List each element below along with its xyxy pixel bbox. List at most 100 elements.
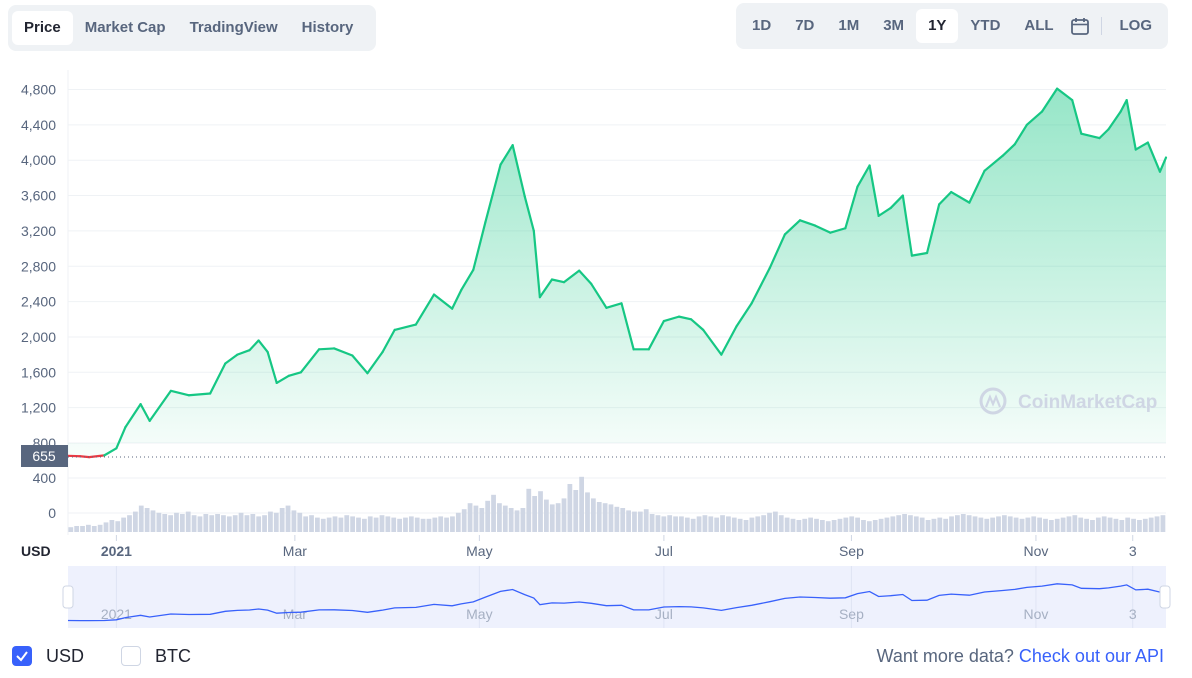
volume-bar [796, 520, 802, 532]
volume-bar [1072, 515, 1078, 532]
x-tick-label: Mar [283, 543, 307, 559]
price-line-segment [605, 302, 623, 309]
volume-bar [174, 512, 179, 532]
navigator-right-handle[interactable] [1159, 585, 1171, 609]
volume-bar [350, 516, 356, 532]
price-line-segment [1146, 141, 1162, 173]
price-line-segment [351, 354, 369, 375]
price-line-segment [1158, 156, 1168, 173]
current-price-tag-bg [21, 445, 68, 467]
volume-bar [896, 515, 902, 532]
volume-bar [949, 516, 954, 532]
price-line-segment [968, 169, 986, 204]
range-3m[interactable]: 3M [883, 17, 905, 34]
volume-bar [279, 508, 285, 532]
volume-bar [232, 515, 238, 532]
price-line-segment [910, 251, 929, 257]
price-line-segment [1071, 99, 1083, 135]
volume-bar [778, 515, 784, 532]
tab-price[interactable]: Price [12, 11, 73, 45]
range-7d[interactable]: 7D [795, 17, 815, 34]
volume-bar [132, 511, 138, 532]
volume-bar [919, 517, 925, 532]
volume-bar [315, 517, 320, 532]
volume-bar [843, 517, 849, 532]
range-1y[interactable]: 1Y [916, 9, 959, 43]
volume-bar [185, 511, 191, 532]
navigator-tick-label: Mar [283, 606, 307, 622]
volume-bar [661, 516, 667, 532]
volume-bar [1007, 516, 1013, 532]
log-scale-button[interactable]: LOG [1119, 17, 1153, 34]
volume-bar [567, 484, 573, 532]
calendar-button[interactable] [1066, 9, 1095, 43]
x-tick-label: 2021 [101, 543, 132, 559]
price-line-segment [148, 389, 172, 423]
range-navigator[interactable]: 2021 Mar May Jul Sep Nov 3 [62, 566, 1171, 628]
volume-bar [925, 520, 931, 532]
volume-bar [996, 516, 1001, 532]
price-line-segment [562, 269, 581, 284]
navigator-tick-label: Sep [839, 606, 864, 622]
price-line-segment [511, 144, 526, 198]
volume-bar [1142, 518, 1148, 532]
price-line-segment [889, 194, 904, 210]
volume-bar [1160, 515, 1166, 532]
range-1m[interactable]: 1M [838, 17, 860, 34]
api-link[interactable]: Check out our API [1018, 645, 1164, 666]
price-line-segment [578, 269, 593, 286]
volume-bar [990, 517, 996, 532]
y-tick-label: 3,600 [21, 188, 56, 204]
coinmarketcap-logo-icon [979, 387, 1007, 415]
volume-bar [878, 518, 884, 532]
tab-tradingview[interactable]: TradingView [189, 19, 278, 36]
btc-checkbox[interactable] [121, 646, 141, 666]
price-line-segment [236, 349, 251, 356]
volume-bar [491, 494, 496, 532]
volume-bar [408, 516, 414, 532]
volume-bar [420, 518, 426, 532]
volume-bar [708, 516, 714, 532]
price-line-segment [1025, 110, 1044, 126]
price-line-segment [88, 454, 106, 459]
navigator-tick-label: Jul [655, 606, 673, 622]
price-line-segment [317, 347, 336, 351]
volume-bar [226, 516, 232, 532]
range-all[interactable]: ALL [1024, 17, 1054, 34]
usd-toggle[interactable]: USD [12, 645, 84, 667]
volume-bar [68, 527, 74, 532]
volume-bar [1090, 520, 1095, 532]
volume-bar [579, 476, 585, 532]
btc-toggle[interactable]: BTC [121, 645, 191, 667]
volume-bar [438, 516, 444, 532]
tab-history[interactable]: History [301, 19, 354, 36]
tab-market-cap[interactable]: Market Cap [84, 19, 166, 36]
volume-bar [555, 503, 561, 532]
volume-bar [667, 515, 673, 532]
volume-bar [1148, 517, 1154, 532]
x-tick-label: May [466, 543, 492, 559]
volume-bar [966, 515, 972, 532]
volume-bar [391, 517, 397, 532]
volume-bar [690, 518, 696, 532]
price-line-segment [257, 339, 269, 354]
range-ytd[interactable]: YTD [970, 17, 1001, 34]
volume-bar [262, 515, 267, 532]
volume-bar [1107, 517, 1113, 532]
api-promo: Want more data? Check out our API [877, 645, 1165, 667]
navigator-left-handle[interactable] [62, 585, 74, 609]
price-line-segment [1013, 123, 1028, 146]
volume-bar [444, 517, 449, 532]
y-tick-label: 2,000 [21, 329, 56, 345]
volume-bar [943, 518, 949, 532]
range-1d[interactable]: 1D [752, 17, 772, 34]
volume-bar [1048, 520, 1054, 532]
y-tick-label: 400 [33, 470, 57, 486]
price-line-segment [677, 315, 693, 321]
volume-bar [179, 514, 185, 532]
volume-bar [344, 515, 350, 532]
usd-checkbox[interactable] [12, 646, 32, 666]
price-line-segment [950, 190, 971, 204]
volume-bar [373, 517, 379, 532]
volume-bar [168, 515, 173, 532]
